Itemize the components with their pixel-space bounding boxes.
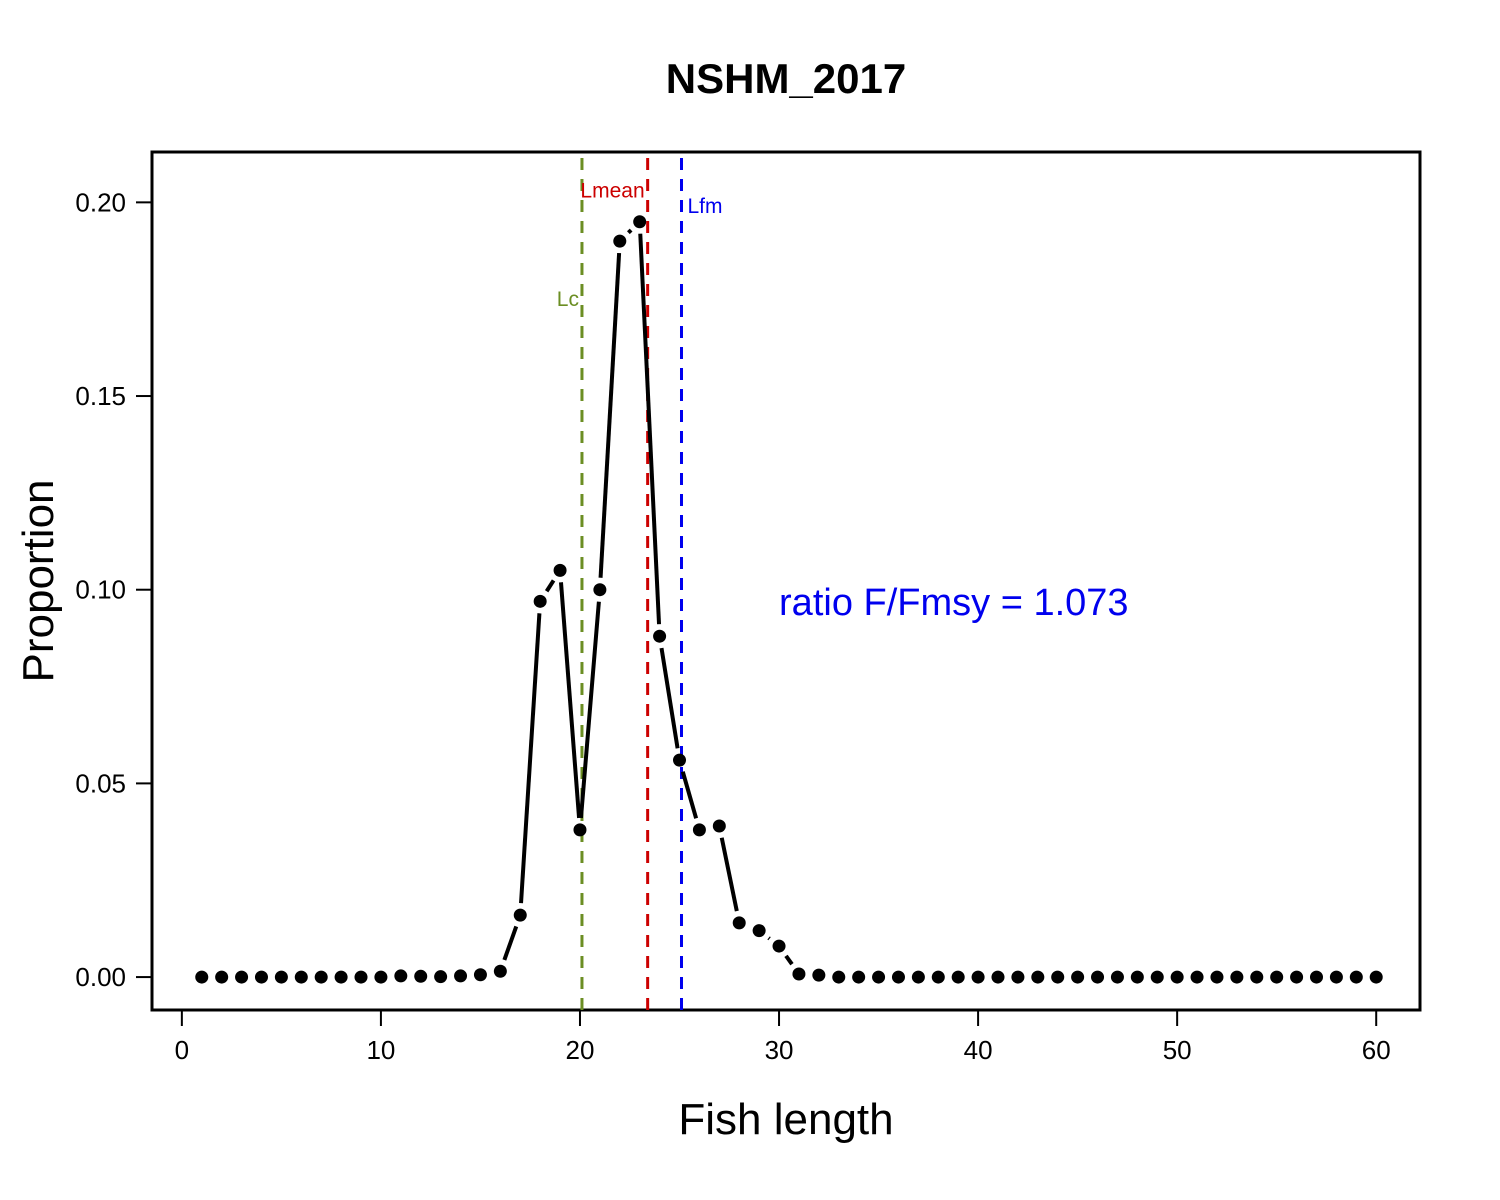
series-segment: [767, 936, 771, 941]
data-point: [1210, 970, 1224, 984]
series-lines: [502, 228, 794, 966]
y-axis: 0.00 0.05 0.10 0.15 0.20: [75, 187, 153, 992]
x-tick-label: 40: [964, 1035, 993, 1065]
data-point: [254, 970, 268, 984]
data-point: [832, 970, 846, 984]
data-point: [573, 823, 587, 837]
data-point: [1170, 970, 1184, 984]
data-point: [434, 970, 448, 984]
data-point: [1091, 970, 1105, 984]
data-point: [951, 970, 965, 984]
data-point: [991, 970, 1005, 984]
data-point: [1011, 970, 1025, 984]
x-tick-label: 20: [566, 1035, 595, 1065]
data-point: [493, 964, 507, 978]
data-point: [1230, 970, 1244, 984]
data-point: [195, 970, 209, 984]
series-segment: [519, 613, 542, 904]
data-point: [971, 970, 985, 984]
data-point: [792, 967, 806, 981]
data-point: [1130, 970, 1144, 984]
series-segment: [502, 925, 519, 961]
data-point: [911, 970, 925, 984]
series-segment: [638, 233, 662, 625]
data-point: [1329, 970, 1343, 984]
data-point: [334, 970, 348, 984]
data-point: [533, 594, 547, 608]
data-point: [414, 969, 428, 983]
series-segment: [558, 582, 582, 819]
data-point: [931, 970, 945, 984]
x-tick-label: 30: [765, 1035, 794, 1065]
y-tick-label: 0.10: [75, 575, 126, 605]
data-point: [1250, 970, 1264, 984]
series-points: [195, 215, 1383, 984]
series-segment: [578, 601, 601, 819]
x-axis: 0 10 20 30 40 50 60: [175, 1009, 1391, 1065]
data-point: [1051, 970, 1065, 984]
series-segment: [626, 228, 633, 235]
data-point: [1190, 970, 1204, 984]
series-segment: [680, 771, 699, 819]
x-tick-label: 50: [1163, 1035, 1192, 1065]
data-point: [772, 939, 786, 953]
ratio-annotation: ratio F/Fmsy = 1.073: [779, 582, 1129, 624]
y-tick-label: 0.05: [75, 768, 126, 798]
reference-lines: Lc Lmean Lfm: [557, 158, 723, 1010]
data-point: [454, 969, 468, 983]
y-tick-label: 0.00: [75, 962, 126, 992]
data-point: [314, 970, 328, 984]
data-point: [1349, 970, 1363, 984]
data-point: [294, 970, 308, 984]
data-point: [473, 968, 487, 982]
y-axis-label: Proportion: [14, 479, 63, 682]
data-point: [752, 924, 766, 938]
data-point: [593, 583, 607, 597]
data-point: [274, 970, 288, 984]
ref-label-lfm: Lfm: [687, 195, 722, 218]
data-point: [1150, 970, 1164, 984]
x-tick-label: 0: [175, 1035, 189, 1065]
data-point: [235, 970, 249, 984]
data-point: [872, 970, 886, 984]
x-axis-label: Fish length: [678, 1095, 893, 1144]
data-point: [633, 215, 647, 229]
data-point: [812, 968, 826, 982]
data-point: [732, 916, 746, 930]
ref-label-lc: Lc: [557, 288, 579, 311]
data-point: [1270, 970, 1284, 984]
series-segment: [784, 954, 794, 966]
data-point: [852, 970, 866, 984]
data-point: [1369, 970, 1383, 984]
data-point: [1110, 970, 1124, 984]
data-point: [613, 234, 627, 248]
y-tick-label: 0.20: [75, 187, 126, 217]
series-segment: [719, 837, 739, 912]
data-point: [374, 970, 388, 984]
data-point: [513, 908, 527, 922]
data-point: [1071, 970, 1085, 984]
series-segment: [659, 647, 680, 749]
data-point: [653, 629, 667, 643]
y-tick-label: 0.15: [75, 381, 126, 411]
data-point: [394, 969, 408, 983]
series-segment: [544, 579, 556, 593]
data-point: [1031, 970, 1045, 984]
x-tick-label: 60: [1362, 1035, 1391, 1065]
series-segment: [598, 252, 622, 578]
x-tick-label: 10: [366, 1035, 395, 1065]
data-point: [354, 970, 368, 984]
data-point: [891, 970, 905, 984]
chart-title: NSHM_2017: [666, 55, 906, 102]
data-point: [673, 753, 687, 767]
data-point: [1309, 970, 1323, 984]
data-point: [712, 819, 726, 833]
data-point: [1290, 970, 1304, 984]
data-point: [553, 563, 567, 577]
ref-label-lmean: Lmean: [580, 180, 644, 203]
data-point: [692, 823, 706, 837]
data-point: [215, 970, 229, 984]
